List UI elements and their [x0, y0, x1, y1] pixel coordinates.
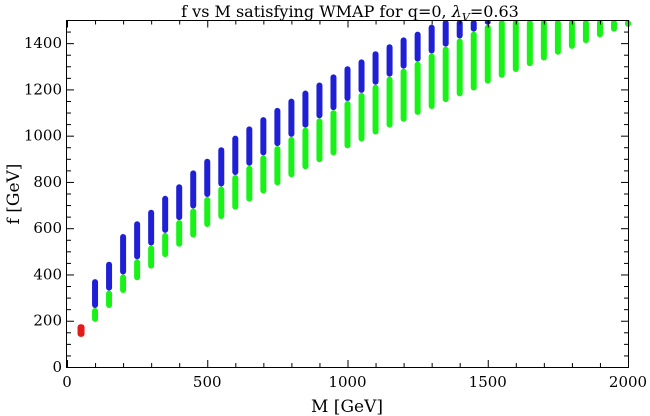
green-segment-6 [176, 220, 183, 247]
green-segment-18 [344, 100, 351, 149]
blue-segment-23 [414, 31, 421, 62]
green-segment-33 [554, 20, 561, 55]
y-tick-label: 600 [33, 219, 62, 237]
green-segment-36 [596, 20, 603, 38]
blue-segment-9 [218, 147, 225, 187]
green-segment-10 [232, 174, 239, 210]
blue-segment-17 [330, 74, 337, 111]
data-marks [77, 20, 631, 337]
chart-title-main: f vs M satisfying WMAP for q=0, [181, 2, 452, 21]
green-segment-5 [162, 232, 169, 258]
x-tick-label: 0 [62, 373, 72, 391]
green-segment-35 [582, 20, 589, 44]
blue-segment-27 [470, 20, 477, 32]
blue-segment-19 [358, 59, 365, 93]
blue-segment-26 [456, 20, 463, 39]
blue-segment-21 [386, 44, 393, 77]
blue-segment-3 [134, 221, 141, 260]
blue-segment-15 [302, 90, 309, 128]
green-segment-24 [428, 53, 435, 110]
y-tick-label: 1000 [24, 127, 62, 145]
green-segment-37 [610, 20, 617, 32]
green-segment-7 [190, 208, 197, 238]
green-segment-27 [470, 31, 477, 91]
axis-ticks: 0 500 1000 1500 2000 0 200 400 600 800 1000 1200 140… [24, 20, 647, 391]
blue-segment-24 [428, 24, 435, 54]
green-segment-31 [526, 20, 533, 67]
green-segment-20 [372, 84, 379, 135]
blue-segment-7 [190, 170, 197, 209]
blue-segment-14 [288, 98, 295, 137]
green-segment-26 [456, 38, 463, 97]
green-segment-21 [386, 76, 393, 128]
green-segment-9 [218, 186, 225, 219]
blue-segment-13 [274, 107, 281, 147]
y-axis-label: f [GeV] [4, 164, 24, 225]
red-segment-0 [77, 324, 85, 337]
green-segment-25 [442, 46, 449, 103]
blue-segment-2 [120, 233, 127, 275]
green-segment-28 [484, 24, 491, 84]
y-tick-label: 800 [33, 173, 62, 191]
x-axis-label: M [GeV] [311, 397, 383, 416]
x-tick-label: 1500 [469, 373, 507, 391]
green-segment-11 [246, 165, 253, 202]
green-segment-16 [316, 118, 323, 163]
chart-title: f vs M satisfying WMAP for q=0, λV=0.63 [181, 2, 519, 24]
blue-segment-4 [148, 209, 155, 246]
y-tick-label: 400 [33, 265, 62, 283]
green-segment-32 [540, 20, 547, 61]
chart-title-subscript: V [462, 11, 471, 24]
y-tick-label: 1400 [24, 34, 62, 52]
y-tick-label: 200 [33, 312, 62, 330]
blue-segment-6 [176, 184, 183, 221]
blue-segment-8 [204, 158, 211, 197]
blue-segment-0 [92, 279, 99, 309]
x-tick-label: 1000 [328, 373, 366, 391]
blue-segment-10 [232, 135, 239, 175]
green-segment-14 [288, 136, 295, 178]
green-segment-34 [568, 20, 575, 49]
blue-segment-25 [442, 20, 449, 47]
chart-title-tail: =0.63 [470, 2, 519, 21]
green-segment-3 [134, 259, 141, 281]
x-tick-label: 500 [193, 373, 222, 391]
y-tick-label: 1200 [24, 80, 62, 98]
green-segment-23 [414, 61, 421, 115]
green-segment-15 [302, 127, 309, 170]
x-tick-label: 2000 [609, 373, 647, 391]
blue-segment-5 [162, 195, 169, 233]
green-segment-4 [148, 245, 155, 269]
green-segment-30 [512, 20, 519, 73]
blue-segment-1 [106, 261, 113, 291]
blue-segment-20 [372, 51, 379, 85]
green-segment-22 [400, 68, 407, 122]
blue-segment-11 [246, 126, 253, 166]
green-segment-17 [330, 110, 337, 156]
blue-segment-18 [344, 66, 351, 101]
plot-frame [66, 20, 629, 368]
green-segment-1 [106, 290, 113, 309]
blue-segment-16 [316, 82, 323, 119]
green-segment-2 [120, 274, 127, 293]
green-segment-0 [92, 308, 99, 322]
y-tick-label: 0 [52, 358, 62, 376]
blue-segment-12 [260, 117, 267, 156]
green-segment-13 [274, 146, 281, 186]
chart-title-symbol: λ [451, 2, 462, 21]
green-segment-19 [358, 92, 365, 142]
blue-segment-22 [400, 37, 407, 69]
green-segment-12 [260, 155, 267, 194]
green-segment-8 [204, 196, 211, 228]
green-segment-29 [498, 20, 505, 78]
